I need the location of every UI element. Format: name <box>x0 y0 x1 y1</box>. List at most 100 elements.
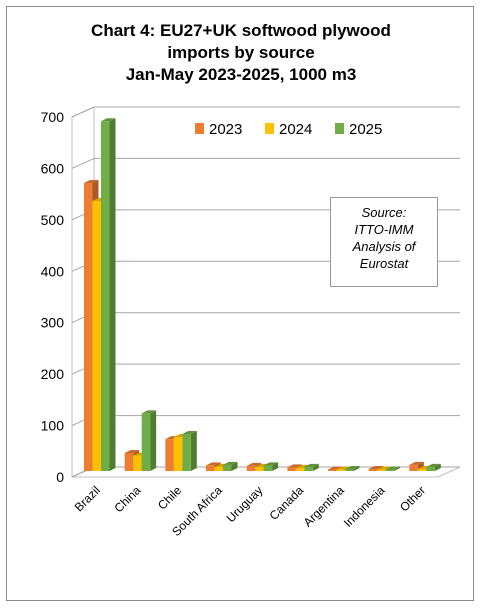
legend-item-2025: 2025 <box>335 121 382 138</box>
bar-front <box>263 465 273 471</box>
x-tick-label: Other <box>397 483 428 514</box>
bar-top <box>101 118 116 122</box>
source-line-4: Eurostat <box>359 256 409 271</box>
chart-walls <box>71 106 461 478</box>
x-tick-label: Chile <box>155 483 184 512</box>
bar-top <box>263 462 279 466</box>
y-tick-label: 100 <box>41 418 65 434</box>
bar-top <box>426 463 441 467</box>
bar-front <box>84 183 93 471</box>
bars <box>84 118 441 472</box>
bar-side <box>434 463 441 471</box>
chart-title-line-2: imports by source <box>167 43 315 62</box>
y-tick-label: 500 <box>41 212 65 228</box>
x-tick-label: Canada <box>267 483 307 523</box>
bar-south-africa-2025 <box>223 461 238 471</box>
bar-front <box>214 466 223 471</box>
legend-label: 2024 <box>279 121 312 138</box>
x-tick-label: Brazil <box>72 483 103 514</box>
legend: 2023 2024 2025 <box>195 121 382 138</box>
y-axis-ticks: 0 100 200 300 400 500 600 700 <box>41 109 65 485</box>
bar-front <box>124 453 134 471</box>
y-tick-label: 600 <box>41 160 65 176</box>
bar-top <box>345 465 360 469</box>
source-line-3: Analysis of <box>352 239 416 254</box>
bar-top <box>304 463 319 467</box>
bar-top <box>368 465 384 469</box>
bar-indonesia-2025 <box>385 466 401 471</box>
legend-item-2024: 2024 <box>265 121 312 138</box>
gridlines <box>71 106 460 478</box>
chart-title: Chart 4: EU27+UK softwood plywood import… <box>0 20 482 86</box>
legend-swatch <box>335 123 344 134</box>
source-line-1: Source: <box>361 205 407 220</box>
bar-other-2025 <box>426 463 441 471</box>
bar-front <box>328 469 337 471</box>
bar-top <box>141 410 157 414</box>
bar-top <box>287 464 302 468</box>
bar-brazil-2025 <box>101 118 116 472</box>
chart-title-line-3: Jan-May 2023-2025, 1000 m3 <box>125 65 357 84</box>
bar-top <box>124 450 140 453</box>
y-tick-label: 700 <box>41 109 65 125</box>
bar-top <box>336 466 351 470</box>
bar-top <box>385 466 401 470</box>
bar-front <box>287 467 296 471</box>
bar-front <box>255 466 264 471</box>
gridline-side <box>71 106 95 118</box>
bar-front <box>223 464 232 471</box>
bar-side <box>150 410 157 471</box>
bar-top <box>182 430 197 434</box>
y-tick-label: 400 <box>41 263 65 279</box>
bar-front <box>368 468 378 471</box>
bar-chile-2025 <box>182 430 197 471</box>
bar-front <box>173 437 183 471</box>
legend-label: 2025 <box>349 121 382 138</box>
bar-front <box>165 439 174 471</box>
bar-side <box>353 465 360 471</box>
bar-top <box>377 466 392 470</box>
bar-top <box>328 466 343 470</box>
bar-front <box>417 468 427 471</box>
bar-side <box>190 430 197 471</box>
bar-front <box>345 468 354 471</box>
legend-swatch <box>195 123 204 134</box>
bar-front <box>246 465 256 471</box>
bar-front <box>377 469 386 471</box>
bar-front <box>141 413 151 471</box>
bar-front <box>182 433 191 471</box>
y-tick-label: 0 <box>56 469 64 485</box>
bar-front <box>304 466 313 471</box>
bar-side <box>272 462 279 471</box>
bar-front <box>295 467 305 471</box>
chart-title-line-1: Chart 4: EU27+UK softwood plywood <box>91 21 391 40</box>
bar-front <box>101 121 110 472</box>
bar-side <box>312 463 319 471</box>
bar-front <box>426 466 435 471</box>
source-annotation: Source: ITTO-IMM Analysis of Eurostat <box>330 197 438 287</box>
x-tick-label: Indonesia <box>341 483 388 530</box>
x-tick-label: Argentina <box>301 483 347 529</box>
bar-top <box>409 461 424 465</box>
bar-canada-2025 <box>304 463 319 471</box>
bar-front <box>336 469 345 471</box>
bar-argentina-2025 <box>345 465 360 471</box>
legend-swatch <box>265 123 274 134</box>
legend-item-2023: 2023 <box>195 121 242 138</box>
bar-front <box>133 455 142 471</box>
bar-top <box>295 464 311 468</box>
bar-top <box>206 462 221 466</box>
y-tick-label: 200 <box>41 366 65 382</box>
x-tick-label: Uruguay <box>224 483 266 525</box>
bar-front <box>385 469 395 471</box>
bar-side <box>394 466 401 471</box>
source-line-2: ITTO-IMM <box>354 222 414 237</box>
bar-side <box>231 461 238 471</box>
gridline-side <box>71 157 95 169</box>
bar-top <box>223 461 238 465</box>
bar-front <box>92 201 101 471</box>
bar-front <box>409 464 418 471</box>
bar-front <box>206 465 215 471</box>
